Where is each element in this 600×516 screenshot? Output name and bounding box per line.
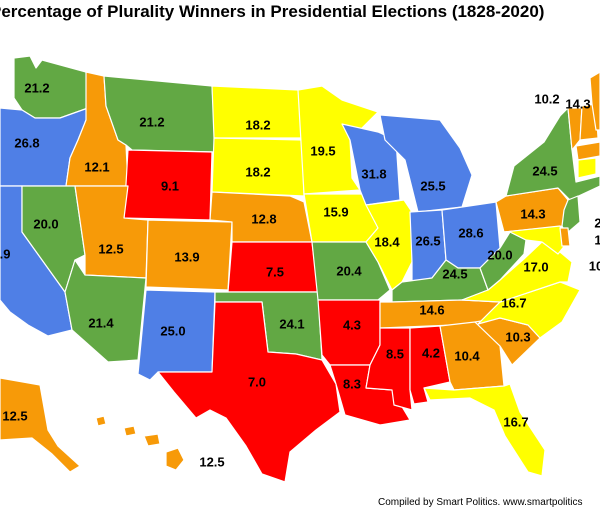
hawaii-small-islands [95,415,161,447]
value-label-wy: 9.1 [161,178,179,193]
state-HI-oahu [123,425,137,437]
value-label-tx: 7.0 [248,374,266,389]
state-MA [575,141,600,161]
value-label-md: 10 [589,258,600,273]
value-label-mi: 25.5 [420,178,445,193]
state-HI-kauai [95,415,107,427]
value-label-va: 17.0 [523,259,548,274]
value-label-fl: 16.7 [503,414,528,429]
state-VA [461,241,573,303]
state-TX [157,301,341,483]
state-WV [479,231,527,291]
value-label-la: 8.3 [343,376,361,391]
value-label-al: 4.2 [422,345,440,360]
value-label-tn: 14.6 [419,302,444,317]
value-label-nc: 16.7 [501,295,526,310]
value-label-ky: 24.5 [442,266,467,281]
state-AK [0,377,81,473]
value-label-ga: 10.4 [454,348,480,363]
value-label-nh: 14.3 [565,96,590,111]
value-label-vt: 10.2 [534,91,559,106]
value-label-oh: 28.6 [458,225,483,240]
value-label-wa: 21.2 [24,80,49,95]
value-label-in: 26.5 [415,233,440,248]
value-label-ar: 4.3 [343,317,361,332]
value-label-sc: 10.3 [505,329,530,344]
value-label-ms: 8.5 [386,346,404,361]
value-label-or: 26.8 [14,135,39,150]
value-label-wi: 31.8 [361,166,386,181]
value-label-ok: 24.1 [279,316,304,331]
state-NY [505,107,600,201]
state-HI-maui [143,433,161,447]
value-label-nd: 18.2 [245,117,270,132]
value-label-ny: 24.5 [532,163,557,178]
value-label-ut: 12.5 [98,241,123,256]
value-label-ca: .9 [0,246,10,261]
value-label-ia: 15.9 [323,204,348,219]
state-ME [589,71,600,131]
state-AZ [64,259,147,363]
state-DE [559,227,571,247]
value-label-nv: 20.0 [33,216,58,231]
value-label-mo: 20.4 [336,263,362,278]
state-CT [577,157,597,179]
value-label-ne: 12.8 [251,211,276,226]
value-label-il: 18.4 [374,234,400,249]
value-label-sd: 18.2 [245,164,270,179]
state-HI [165,447,185,471]
state-AR [317,299,381,366]
value-label-id: 12.1 [84,159,109,174]
map-credit: Compiled by Smart Politics. www.smartpol… [378,497,583,508]
value-label-mn: 19.5 [310,143,335,158]
value-label-hi: 12.5 [199,454,224,469]
value-label-nm: 25.0 [160,323,185,338]
value-label-co: 13.9 [174,249,199,264]
value-label-de: 1 [594,232,600,247]
value-label-ks: 7.5 [266,264,284,279]
value-label-wv: 20.0 [487,247,512,262]
map-title: Percentage of Plurality Winners in Presi… [0,2,545,21]
value-label-ak: 12.5 [2,408,27,423]
value-label-az: 21.4 [88,315,114,330]
value-label-pa: 14.3 [520,206,545,221]
state-FL [423,383,546,477]
value-label-nj: 2 [594,215,600,230]
value-label-mt: 21.2 [139,114,164,129]
